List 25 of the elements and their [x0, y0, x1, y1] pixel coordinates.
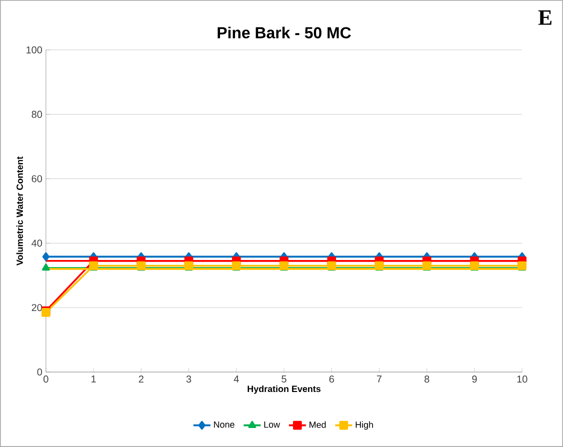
x-tick-label: 9 [472, 376, 477, 383]
x-tick-label: 10 [517, 376, 528, 383]
y-axis-title: Volumetric Water Content [16, 156, 23, 266]
y-tick-label: 60 [32, 175, 42, 182]
legend-label: Med [310, 421, 326, 428]
x-tick-label: 7 [376, 376, 382, 382]
x-tick-label: 3 [186, 376, 192, 383]
y-tick-label: 100 [26, 46, 42, 54]
x-tick-label: 6 [329, 376, 334, 383]
text: E [538, 10, 552, 25]
x-tick-label: 2 [138, 376, 144, 383]
x-tick-label: 0 [44, 376, 48, 383]
legend-label: Low [264, 421, 280, 428]
chart-title: Pine Bark - 50 MC [218, 26, 351, 38]
y-tick-label: 20 [32, 304, 42, 312]
legend-label: High [356, 421, 373, 430]
y-tick-label: 0 [37, 368, 42, 376]
x-axis-title: Hydration Events [248, 385, 321, 394]
x-tick-label: 5 [282, 376, 286, 383]
x-tick-label: 1 [92, 376, 96, 382]
y-tick-label: 80 [32, 110, 42, 118]
x-tick-label: 4 [234, 376, 239, 382]
legend-label: None [214, 421, 234, 428]
x-tick-label: 8 [424, 376, 430, 383]
y-tick-label: 40 [32, 240, 42, 247]
